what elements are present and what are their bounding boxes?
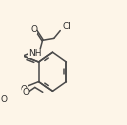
Text: O: O — [30, 25, 37, 34]
Text: NH: NH — [28, 48, 41, 58]
Text: Cl: Cl — [63, 22, 72, 31]
Text: O: O — [22, 88, 29, 97]
Text: O: O — [21, 85, 28, 94]
Text: O: O — [1, 95, 8, 104]
